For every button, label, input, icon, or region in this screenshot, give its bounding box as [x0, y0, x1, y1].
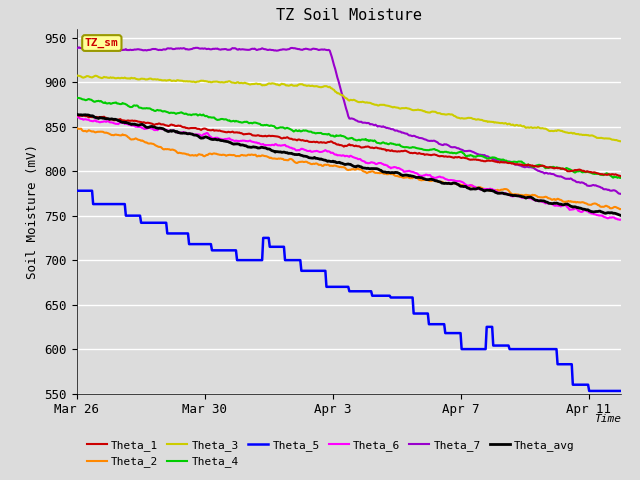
Text: Time: Time — [594, 414, 621, 424]
Title: TZ Soil Moisture: TZ Soil Moisture — [276, 9, 422, 24]
Text: TZ_sm: TZ_sm — [85, 38, 118, 48]
Y-axis label: Soil Moisture (mV): Soil Moisture (mV) — [26, 144, 39, 279]
Legend: Theta_1, Theta_2, Theta_3, Theta_4, Theta_5, Theta_6, Theta_7, Theta_avg: Theta_1, Theta_2, Theta_3, Theta_4, Thet… — [83, 436, 579, 472]
